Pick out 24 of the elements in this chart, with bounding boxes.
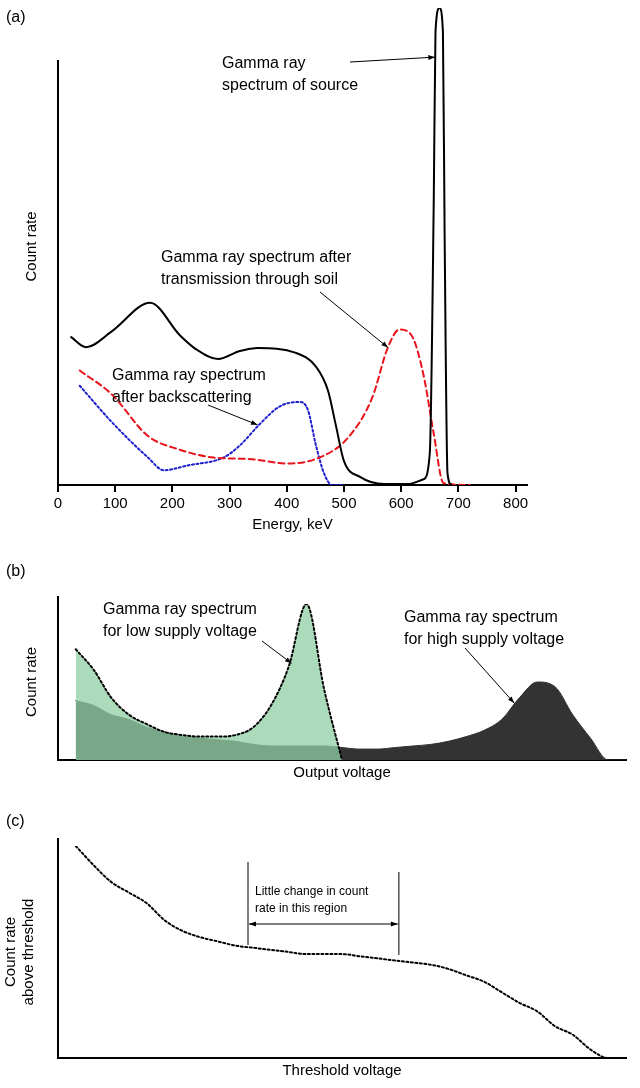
x-tick-label: 700 — [445, 494, 471, 512]
x-axis-title: Output voltage — [293, 763, 391, 781]
annotation: Gamma ray spectrum of source — [222, 54, 359, 93]
chart-title: (b) — [6, 562, 26, 579]
x-tick-label: 100 — [102, 494, 128, 512]
x-tick-label: 400 — [274, 494, 300, 512]
y-axis-title: Count rate above threshold — [1, 898, 37, 1006]
x-tick-label: 200 — [159, 494, 185, 512]
x-tick-label: 0 — [53, 494, 63, 512]
chart-title: (c) — [6, 812, 25, 829]
x-axis-title: Threshold voltage — [282, 1061, 402, 1079]
annotation: Little change in count rate in this region — [255, 884, 370, 915]
x-tick-label: 500 — [331, 494, 357, 512]
x-axis-title: Energy, keV — [252, 515, 333, 533]
x-tick-label: 300 — [217, 494, 243, 512]
annotation: Gamma ray spectrum after transmission through soil — [161, 248, 352, 287]
y-axis-title: Count rate — [22, 646, 40, 718]
annotation: Gamma ray spectrum for high supply voltage — [404, 608, 565, 647]
annotation: Gamma ray spectrum after backscattering — [112, 366, 266, 405]
chart-title: (a) — [6, 8, 26, 25]
x-tick-label: 800 — [503, 494, 529, 512]
x-tick-label: 600 — [388, 494, 414, 512]
y-axis-title: Count rate — [22, 211, 40, 282]
annotation: Gamma ray spectrum for low supply voltage — [103, 600, 257, 639]
